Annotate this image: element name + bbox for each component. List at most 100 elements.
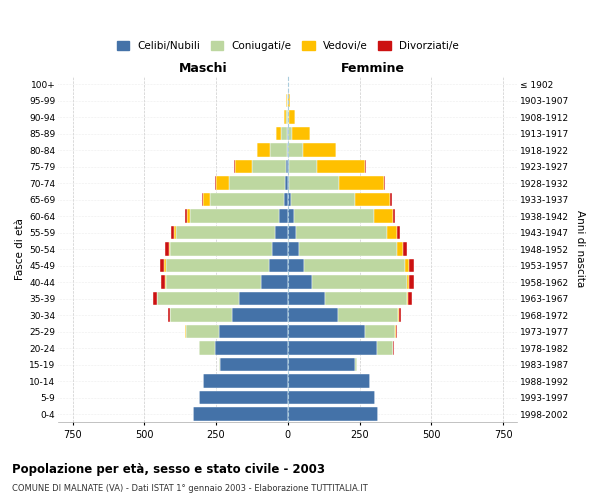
Bar	[260, 276, 288, 289]
Bar	[215, 342, 288, 355]
Legend: Celibi/Nubili, Coniugati/e, Vedovi/e, Divorziati/e: Celibi/Nubili, Coniugati/e, Vedovi/e, Di…	[113, 36, 463, 55]
Bar	[199, 391, 288, 404]
Bar	[203, 374, 288, 388]
Bar	[374, 210, 392, 223]
Bar	[397, 226, 400, 239]
Bar	[289, 144, 303, 157]
Text: Femmine: Femmine	[341, 62, 405, 75]
Bar	[288, 160, 289, 173]
Bar	[166, 276, 260, 289]
Bar	[409, 276, 413, 289]
Bar	[285, 176, 288, 190]
Bar	[392, 210, 395, 223]
Bar	[288, 325, 365, 338]
Bar	[403, 242, 407, 256]
Bar	[292, 127, 310, 140]
Bar	[407, 276, 409, 289]
Bar	[286, 160, 288, 173]
Bar	[170, 308, 232, 322]
Bar	[397, 242, 403, 256]
Bar	[290, 193, 355, 206]
Y-axis label: Anni di nascita: Anni di nascita	[575, 210, 585, 288]
Bar	[165, 242, 169, 256]
Bar	[288, 342, 377, 355]
Bar	[398, 308, 399, 322]
Bar	[288, 193, 290, 206]
Bar	[389, 193, 392, 206]
Bar	[281, 127, 287, 140]
Y-axis label: Fasce di età: Fasce di età	[15, 218, 25, 280]
Bar	[312, 276, 407, 289]
Bar	[169, 242, 170, 256]
Bar	[288, 374, 370, 388]
Bar	[239, 292, 288, 306]
Bar	[387, 226, 397, 239]
Bar	[202, 193, 203, 206]
Bar	[215, 176, 216, 190]
Bar	[325, 292, 407, 306]
Bar	[171, 226, 173, 239]
Bar	[166, 259, 269, 272]
Bar	[289, 176, 340, 190]
Bar	[284, 193, 288, 206]
Bar	[219, 358, 220, 372]
Bar	[340, 176, 384, 190]
Bar	[289, 110, 295, 124]
Bar	[153, 292, 157, 306]
Bar	[288, 176, 289, 190]
Bar	[288, 127, 292, 140]
Bar	[186, 325, 219, 338]
Bar	[211, 193, 284, 206]
Bar	[287, 144, 288, 157]
Bar	[284, 110, 286, 124]
Bar	[170, 242, 272, 256]
Text: Maschi: Maschi	[179, 62, 227, 75]
Bar	[304, 259, 406, 272]
Bar	[288, 358, 355, 372]
Bar	[289, 160, 317, 173]
Bar	[279, 210, 288, 223]
Bar	[399, 308, 401, 322]
Bar	[193, 408, 288, 421]
Bar	[219, 325, 288, 338]
Bar	[303, 144, 336, 157]
Bar	[160, 259, 164, 272]
Bar	[257, 144, 270, 157]
Bar	[232, 308, 288, 322]
Bar	[176, 226, 275, 239]
Bar	[270, 144, 287, 157]
Bar	[355, 358, 356, 372]
Bar	[407, 292, 408, 306]
Bar	[168, 308, 170, 322]
Bar	[288, 242, 299, 256]
Bar	[286, 110, 287, 124]
Bar	[173, 226, 176, 239]
Bar	[296, 226, 387, 239]
Bar	[164, 259, 166, 272]
Bar	[396, 325, 397, 338]
Bar	[229, 176, 285, 190]
Bar	[199, 342, 215, 355]
Bar	[252, 160, 286, 173]
Bar	[288, 226, 296, 239]
Bar	[384, 176, 385, 190]
Bar	[275, 226, 288, 239]
Bar	[365, 325, 395, 338]
Bar	[288, 292, 325, 306]
Bar	[406, 259, 409, 272]
Bar	[293, 210, 374, 223]
Bar	[288, 94, 290, 108]
Bar	[377, 342, 392, 355]
Bar	[288, 308, 338, 322]
Bar	[235, 160, 252, 173]
Bar	[355, 193, 389, 206]
Bar	[338, 308, 398, 322]
Text: COMUNE DI MALNATE (VA) - Dati ISTAT 1° gennaio 2003 - Elaborazione TUTTITALIA.IT: COMUNE DI MALNATE (VA) - Dati ISTAT 1° g…	[12, 484, 368, 493]
Bar	[187, 210, 190, 223]
Bar	[216, 176, 229, 190]
Bar	[288, 276, 312, 289]
Bar	[185, 210, 187, 223]
Bar	[288, 391, 376, 404]
Bar	[190, 210, 279, 223]
Bar	[165, 276, 166, 289]
